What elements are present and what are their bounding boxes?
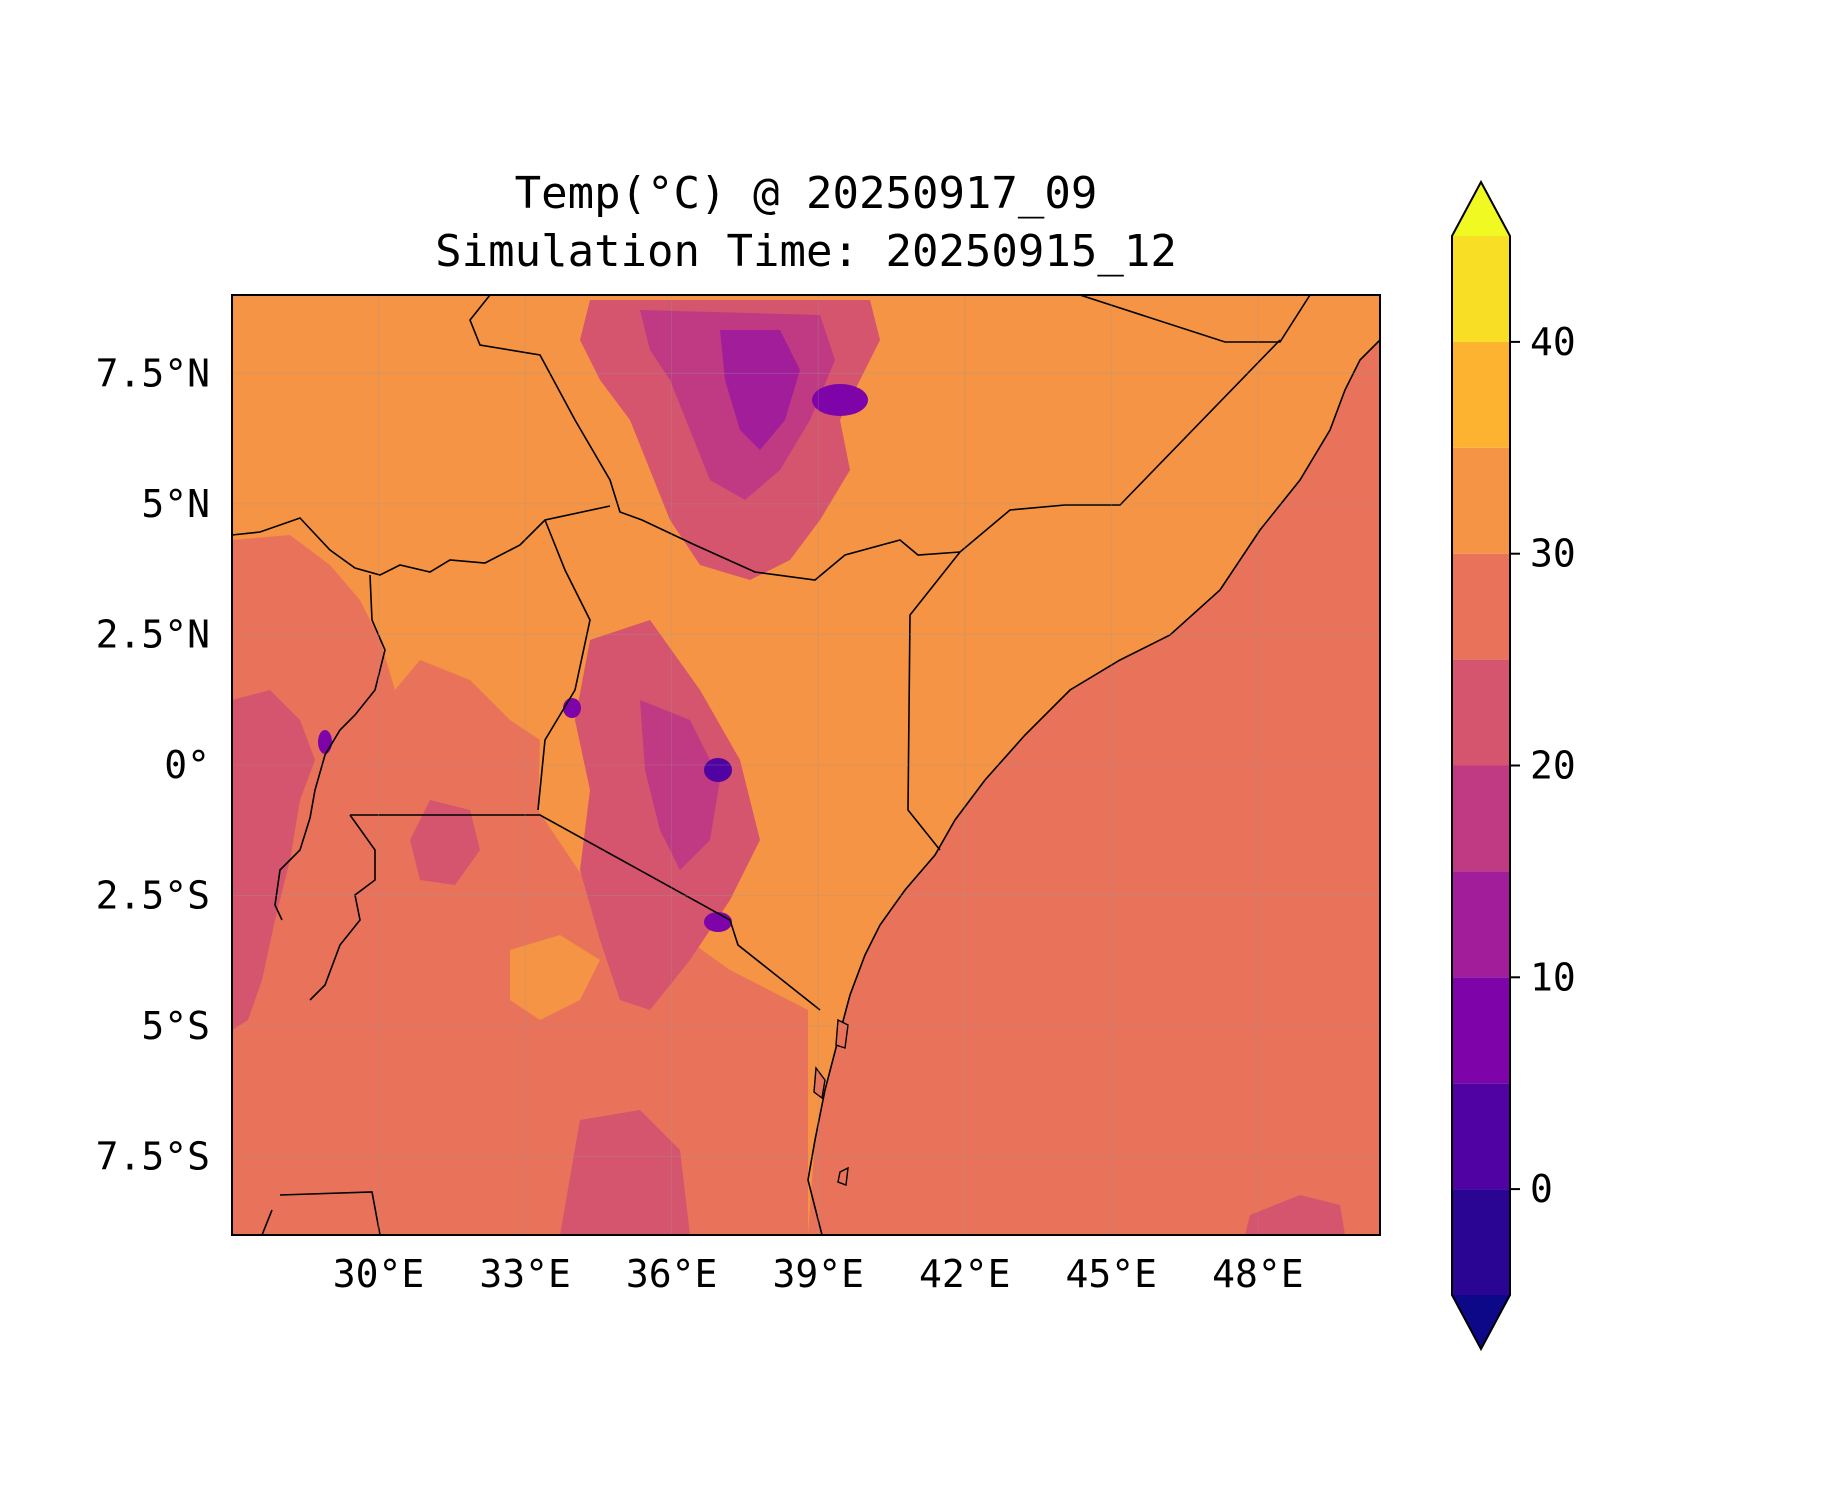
colorbar-band bbox=[1452, 871, 1510, 978]
x-tick-label: 39°E bbox=[772, 1252, 864, 1296]
x-tick-label: 36°E bbox=[626, 1252, 718, 1296]
latitude-axis: 7.5°N 5°N 2.5°N 0° 2.5°S 5°S 7.5°S bbox=[96, 351, 210, 1178]
colorbar-over-arrow bbox=[1452, 182, 1510, 236]
map-title-line2: Simulation Time: 20250915_12 bbox=[435, 226, 1177, 277]
colorbar-tick-label: 40 bbox=[1530, 320, 1576, 364]
southern-highlands-20-25 bbox=[560, 1110, 690, 1235]
colorbar: 0 10 20 30 40 bbox=[1451, 179, 1576, 1352]
x-tick-label: 48°E bbox=[1212, 1252, 1304, 1296]
y-tick-label: 2.5°N bbox=[96, 612, 210, 656]
mafia-island bbox=[837, 1166, 849, 1186]
map-frame bbox=[231, 294, 1381, 1236]
longitude-axis: 30°E 33°E 36°E 39°E 42°E 45°E 48°E bbox=[333, 1252, 1304, 1296]
ethiopian-highlands-10-15 bbox=[720, 330, 800, 450]
y-tick-label: 0° bbox=[164, 743, 210, 787]
colorbar-band bbox=[1452, 447, 1510, 554]
colorbar-tick-label: 0 bbox=[1530, 1167, 1553, 1211]
map-area bbox=[232, 295, 1380, 1235]
x-tick-label: 45°E bbox=[1066, 1252, 1158, 1296]
pemba-island bbox=[813, 1066, 826, 1100]
western-highlands-20-25 bbox=[232, 690, 315, 1030]
country-borders bbox=[232, 295, 1311, 1235]
colorbar-under-arrow bbox=[1452, 1295, 1510, 1349]
y-tick-label: 5°N bbox=[141, 482, 210, 526]
burundi-highlands-20-25 bbox=[410, 800, 480, 885]
colorbar-band bbox=[1452, 236, 1510, 342]
x-tick-label: 33°E bbox=[479, 1252, 571, 1296]
southern-ocean-patch bbox=[1245, 1195, 1345, 1235]
colorbar-tick-label: 20 bbox=[1530, 744, 1576, 788]
colorbar-band bbox=[1452, 765, 1510, 872]
x-tick-label: 30°E bbox=[333, 1252, 425, 1296]
colorbar-outline bbox=[1451, 179, 1511, 1352]
colorbar-band bbox=[1452, 1083, 1510, 1190]
y-tick-label: 7.5°N bbox=[96, 351, 210, 395]
colorbar-tick-label: 10 bbox=[1530, 955, 1576, 999]
map-title-line1: Temp(°C) @ 20250917_09 bbox=[514, 168, 1098, 219]
mt-kenya-cold-spot bbox=[704, 758, 732, 782]
x-tick-label: 42°E bbox=[919, 1252, 1011, 1296]
kenya-highlands-15-20 bbox=[640, 700, 720, 870]
coastline bbox=[807, 339, 1380, 1235]
mt-elgon-cold-spot bbox=[563, 698, 581, 718]
y-tick-label: 2.5°S bbox=[96, 874, 210, 918]
rwenzori-cold-spot bbox=[318, 730, 332, 754]
kilimanjaro-cold-spot bbox=[704, 912, 732, 932]
interior-land-25-30 bbox=[232, 535, 808, 1235]
colorbar-band bbox=[1452, 1189, 1510, 1295]
colorbar-band bbox=[1452, 553, 1510, 660]
colorbar-band bbox=[1452, 341, 1510, 448]
tanzania-warm-patch bbox=[510, 935, 600, 1020]
y-tick-label: 7.5°S bbox=[96, 1135, 210, 1179]
zanzibar-island bbox=[835, 1018, 849, 1049]
colorbar-tick-label: 30 bbox=[1530, 532, 1576, 576]
y-tick-label: 5°S bbox=[141, 1004, 210, 1048]
map-gridlines bbox=[232, 295, 1380, 1235]
colorbar-band bbox=[1452, 977, 1510, 1084]
colorbar-band bbox=[1452, 659, 1510, 766]
ethiopian-cold-spot bbox=[812, 384, 868, 416]
